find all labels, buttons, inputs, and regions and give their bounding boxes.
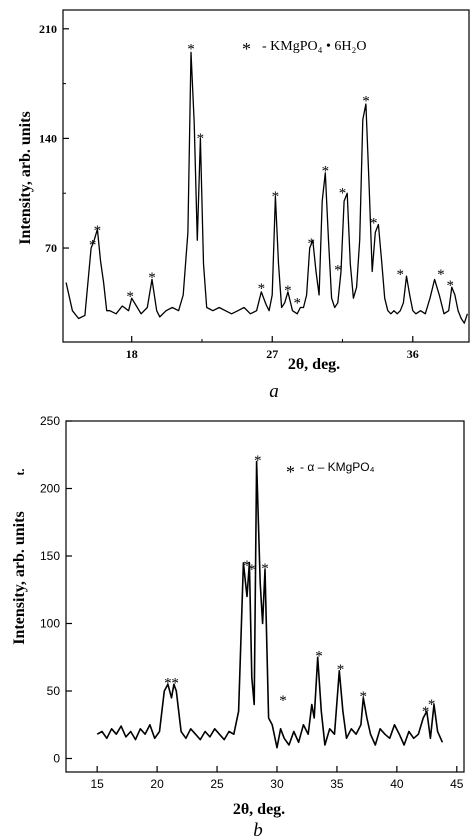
peak-marker-a: *	[126, 289, 134, 305]
y-tick-label-a: 210	[39, 22, 57, 36]
legend-marker-a: *	[242, 39, 251, 59]
ylabel-a: Intensity, arb. units	[17, 111, 34, 244]
y-tick-label-a: 140	[39, 131, 57, 145]
peak-marker-a: *	[272, 189, 280, 205]
peak-marker-a: *	[187, 42, 195, 58]
ylabel-suffix-b: t.	[13, 469, 27, 476]
peak-marker-a: *	[197, 131, 205, 147]
x-tick-label-b: 25	[210, 777, 224, 791]
peak-markers-a: ***************** **	[89, 42, 454, 312]
y-tick-label-b: 0	[53, 752, 60, 766]
y-tick-label-b: 200	[40, 482, 60, 496]
peak-marker-a: *	[308, 236, 316, 252]
peak-marker-a: *	[293, 295, 301, 311]
peak-marker-a: *	[94, 223, 102, 239]
peak-marker-b: *	[243, 558, 251, 574]
x-tick-label-b: 40	[390, 777, 404, 791]
peak-marker-b: *	[422, 704, 430, 720]
x-tick-label-b: 30	[270, 777, 284, 791]
legend-text-b: - α – KMgPO₄	[300, 460, 375, 474]
data-line-a	[65, 51, 469, 324]
x-tick-label-b: 20	[150, 777, 164, 791]
xlabel-b: 2θ, deg.	[233, 801, 285, 818]
peak-marker-b: *	[164, 676, 172, 692]
x-tick-label-a: 36	[407, 347, 419, 361]
legend-text-a: - KMgPO₄ • 6H₂O	[262, 39, 367, 54]
y-tick-label-b: 150	[40, 549, 60, 563]
plot-frame-a	[62, 9, 470, 343]
x-tick-label-a: 18	[126, 347, 138, 361]
y-tick-label-a: 70	[45, 241, 57, 255]
ylabel-b: Intensity, arb. units	[11, 511, 28, 644]
axis-ticks-b: 15 20 25 30 35 40 45 0 50 100 150 200 250	[40, 414, 464, 791]
peak-marker-a: *	[437, 267, 445, 283]
panel-label-a: a	[269, 381, 279, 402]
peak-marker-a: *	[284, 283, 292, 299]
peak-marker-a: *	[397, 267, 405, 283]
peak-marker-a: *	[148, 270, 156, 286]
xlabel-a: 2θ, deg.	[288, 356, 340, 373]
y-tick-label-b: 250	[40, 414, 60, 428]
peak-marker-a: *	[258, 281, 266, 297]
peak-marker-b: *	[248, 562, 256, 578]
peak-marker-a: *	[89, 237, 97, 253]
peak-marker-a: *	[447, 278, 455, 294]
axis-ticks-a: 18 27 36 70 140 210	[39, 22, 419, 361]
panel-label-b: b	[253, 820, 263, 839]
y-tick-label-b: 100	[40, 617, 60, 631]
peak-marker-a: *	[370, 215, 378, 231]
data-line-b	[96, 460, 444, 749]
peak-marker-b: *	[261, 561, 269, 577]
peak-marker-b: *	[337, 662, 345, 678]
x-tick-label-a: 27	[266, 347, 278, 361]
peak-marker-a: *	[339, 186, 347, 202]
peak-marker-b: *	[360, 689, 368, 705]
peak-marker-b: *	[279, 693, 287, 709]
peak-marker-a: *	[362, 93, 370, 109]
peak-marker-b: *	[315, 649, 323, 665]
x-tick-label-b: 45	[450, 777, 464, 791]
x-tick-label-b: 15	[90, 777, 104, 791]
peak-marker-b: *	[254, 453, 262, 469]
peak-marker-a: *	[322, 164, 330, 180]
peak-marker-a: *	[334, 262, 342, 278]
peak-marker-b: *	[428, 697, 436, 713]
y-tick-label-b: 50	[47, 684, 61, 698]
plot-frame-b	[65, 420, 465, 773]
legend-marker-b: *	[286, 462, 295, 482]
x-tick-label-b: 35	[330, 777, 344, 791]
peak-markers-b: * ***********	[164, 453, 435, 720]
peak-marker-b: *	[171, 676, 179, 692]
